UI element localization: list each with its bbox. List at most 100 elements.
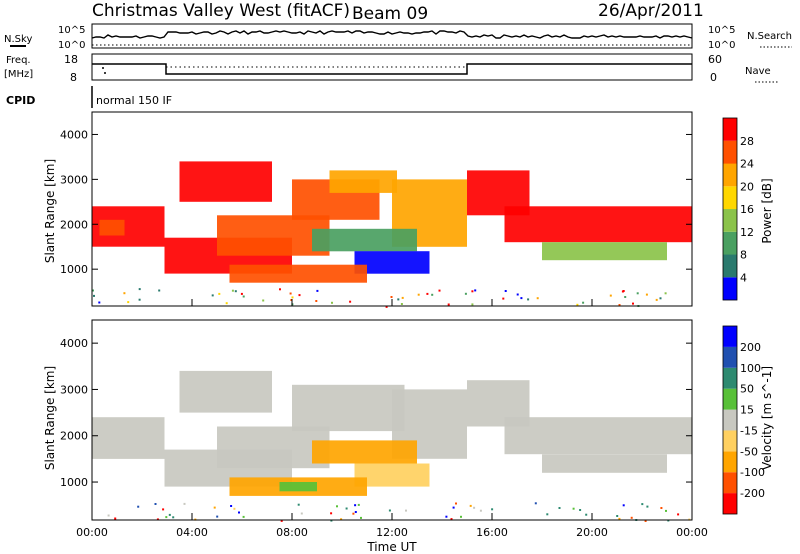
velocity-colorbar-segment bbox=[723, 451, 737, 473]
xtick-label: 00:00 bbox=[676, 526, 708, 539]
velocity-speckle bbox=[230, 505, 233, 507]
power-speckle bbox=[471, 290, 474, 293]
nave-tick-high: 60 bbox=[708, 53, 722, 66]
velocity-speckle bbox=[242, 515, 245, 518]
power-band-1 bbox=[99, 219, 125, 236]
velocity-band-0 bbox=[92, 417, 165, 459]
power-band-3 bbox=[217, 215, 330, 256]
velocity-speckle bbox=[405, 509, 407, 512]
velocity-speckle bbox=[183, 502, 186, 505]
power-speckle bbox=[504, 290, 507, 292]
power-colorbar-segment bbox=[723, 163, 737, 187]
nsearch-label: N.Search bbox=[747, 31, 792, 42]
power-band-8 bbox=[312, 228, 417, 252]
velocity-speckle bbox=[114, 517, 117, 520]
velocity-speckle bbox=[641, 503, 644, 506]
velocity-speckle bbox=[172, 516, 175, 519]
power-speckle bbox=[92, 289, 94, 292]
power-colorbar-segment bbox=[723, 140, 737, 164]
velocity-band-11 bbox=[504, 417, 692, 455]
velocity-colorbar-tick: 15 bbox=[740, 404, 754, 417]
power-speckle bbox=[576, 303, 579, 306]
nsky-strip: N.Sky 10^5 10^0 10^5 10^0 N.Search bbox=[4, 23, 792, 51]
power-speckle bbox=[645, 293, 648, 296]
velocity-band-6 bbox=[312, 440, 417, 464]
velocity-ytick-label: 4000 bbox=[60, 337, 88, 350]
velocity-speckle bbox=[677, 513, 680, 516]
power-speckle bbox=[464, 292, 467, 295]
freq-tick-high: 18 bbox=[64, 53, 78, 66]
velocity-speckle bbox=[137, 505, 140, 508]
velocity-speckle bbox=[630, 516, 633, 519]
velocity-speckle bbox=[579, 509, 582, 511]
date-label: 26/Apr/2011 bbox=[598, 1, 704, 21]
power-speckle bbox=[527, 298, 530, 301]
power-ytick-label: 4000 bbox=[60, 128, 88, 141]
beam-label: Beam 09 bbox=[352, 4, 428, 24]
velocity-speckle bbox=[622, 504, 625, 507]
velocity-speckle bbox=[340, 518, 343, 521]
velocity-band-2 bbox=[217, 426, 330, 469]
velocity-speckle bbox=[534, 502, 537, 505]
power-speckle bbox=[474, 289, 477, 292]
velocity-speckle bbox=[479, 509, 482, 512]
velocity-speckle bbox=[165, 516, 168, 519]
power-colorbar-segment bbox=[723, 231, 737, 255]
velocity-speckle bbox=[156, 518, 159, 521]
velocity-ytick-label: 3000 bbox=[60, 383, 88, 396]
power-speckle bbox=[426, 292, 429, 295]
power-colorbar-segment bbox=[723, 277, 737, 301]
power-speckle bbox=[536, 297, 539, 300]
velocity-speckle bbox=[330, 512, 333, 515]
velocity-speckle bbox=[354, 504, 357, 507]
velocity-ytick-label: 2000 bbox=[60, 430, 88, 443]
freq-strip: Freq. [MHz] 18 8 60 0 Nave bbox=[4, 53, 778, 84]
power-speckle bbox=[138, 298, 141, 301]
velocity-ytick-label: 1000 bbox=[60, 476, 88, 489]
power-speckle bbox=[316, 289, 319, 292]
power-colorbar: 4 8 12 16 20 24 28 bbox=[722, 117, 754, 301]
xtick-label: 08:00 bbox=[276, 526, 308, 539]
velocity-colorbar-tick: 200 bbox=[740, 341, 761, 354]
velocity-speckle bbox=[354, 511, 357, 513]
power-speckle bbox=[240, 292, 243, 295]
power-ytick-label: 2000 bbox=[60, 218, 88, 231]
velocity-colorbar-tick: -50 bbox=[740, 445, 758, 458]
nave-tick-low: 0 bbox=[710, 71, 717, 84]
velocity-colorbar-segment bbox=[723, 388, 737, 410]
power-speckle bbox=[397, 298, 400, 301]
xtick-label: 00:00 bbox=[76, 526, 108, 539]
power-colorbar-label: Power [dB] bbox=[760, 178, 774, 243]
velocity-speckle bbox=[546, 513, 549, 516]
power-colorbar-tick: 16 bbox=[740, 203, 754, 216]
power-speckle bbox=[138, 288, 141, 291]
velocity-colorbar-frame bbox=[722, 325, 738, 515]
velocity-speckle bbox=[585, 513, 588, 516]
power-speckle bbox=[438, 289, 441, 292]
power-colorbar-segment bbox=[723, 254, 737, 278]
velocity-colorbar-tick: 100 bbox=[740, 362, 761, 375]
velocity-speckle bbox=[360, 516, 362, 519]
power-colorbar-tick: 24 bbox=[740, 158, 754, 171]
power-speckle bbox=[417, 293, 420, 296]
nsky-label: N.Sky bbox=[4, 34, 32, 45]
power-speckle bbox=[242, 295, 245, 298]
velocity-speckle bbox=[233, 507, 236, 510]
power-speckle bbox=[609, 294, 612, 297]
power-band-13 bbox=[542, 242, 667, 261]
power-colorbar-tick: 20 bbox=[740, 180, 754, 193]
power-speckle bbox=[349, 300, 352, 303]
xtick-label: 20:00 bbox=[576, 526, 608, 539]
power-speckle bbox=[447, 303, 450, 306]
velocity-speckle bbox=[388, 509, 391, 512]
velocity-speckle bbox=[558, 507, 561, 509]
power-speckle bbox=[400, 303, 403, 305]
velocity-speckle bbox=[238, 511, 240, 514]
velocity-speckle bbox=[618, 517, 621, 520]
xtick-label: 04:00 bbox=[176, 526, 208, 539]
velocity-speckle bbox=[168, 513, 171, 516]
power-speckle bbox=[127, 301, 130, 304]
velocity-speckle bbox=[213, 506, 216, 509]
power-speckle bbox=[298, 294, 301, 297]
power-colorbar-tick: 8 bbox=[740, 249, 747, 262]
